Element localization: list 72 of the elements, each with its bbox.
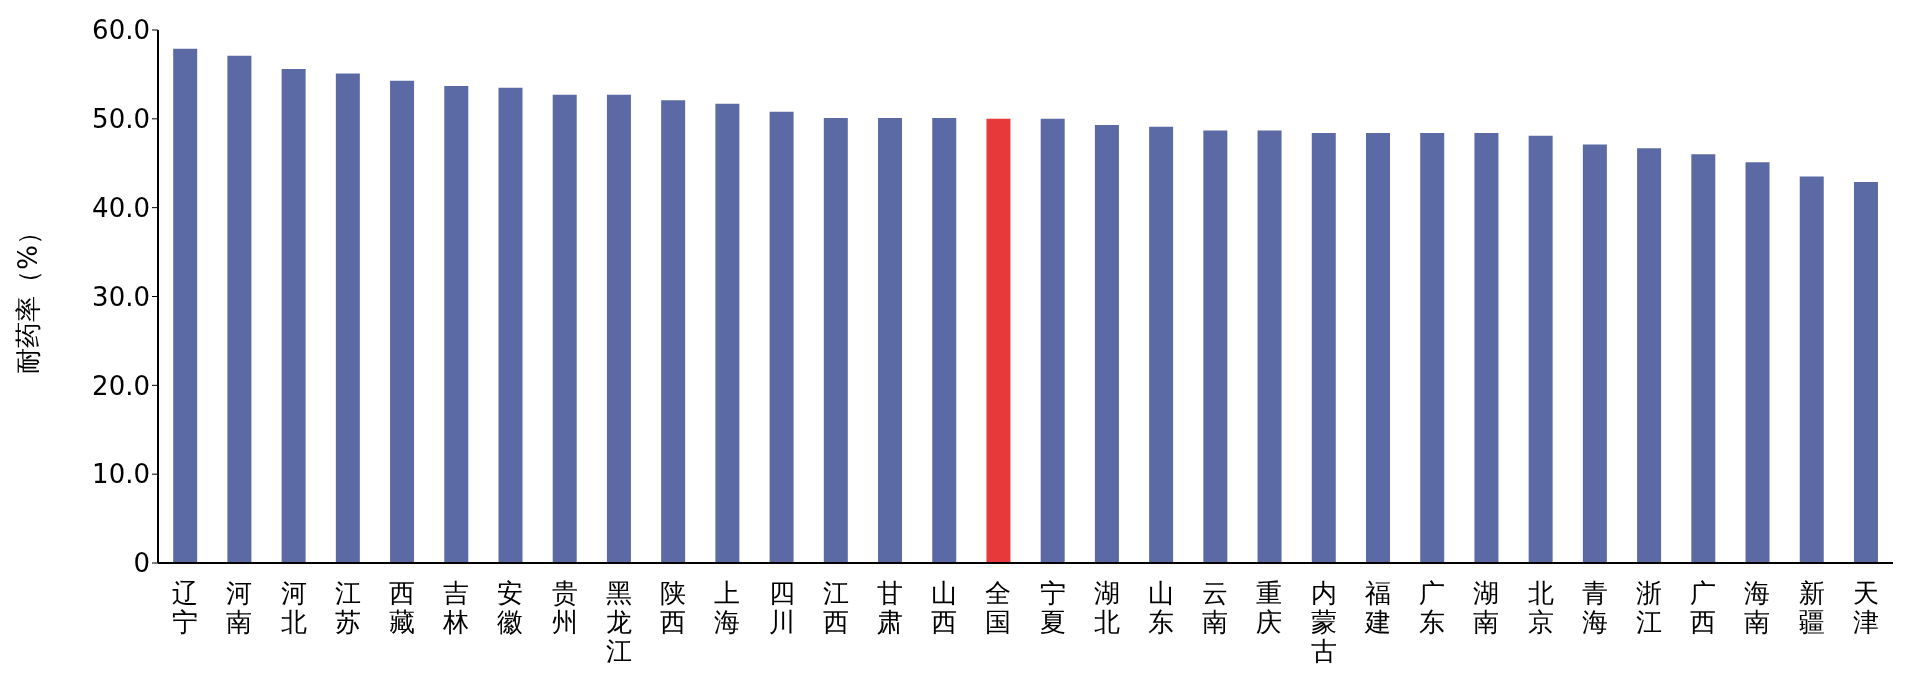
- x-tick-label: 北京: [1527, 578, 1554, 637]
- x-tick-label: 青海: [1581, 578, 1608, 637]
- x-tick-label: 全国: [985, 578, 1012, 637]
- bar: [986, 118, 1011, 563]
- x-tick-label: 四川: [768, 578, 795, 637]
- x-tick-label: 河南: [226, 578, 253, 637]
- bar: [878, 117, 903, 563]
- bar: [227, 55, 252, 563]
- x-tick-label: 湖南: [1473, 578, 1500, 637]
- y-tick-label: 50.0: [92, 104, 150, 135]
- x-tick-label: 内蒙古: [1310, 578, 1337, 666]
- x-tick-label: 浙江: [1636, 578, 1663, 637]
- bar: [444, 85, 469, 563]
- bar: [606, 94, 631, 563]
- x-tick-label: 河北: [280, 578, 307, 637]
- bar: [1582, 144, 1607, 563]
- x-tick-label: 黑龙江: [605, 578, 632, 666]
- bar: [390, 80, 415, 563]
- bar: [1637, 148, 1662, 563]
- bar: [661, 100, 686, 563]
- bar: [1149, 126, 1174, 563]
- bar: [281, 69, 306, 563]
- bar: [552, 94, 577, 563]
- bar: [1040, 118, 1065, 563]
- x-tick-label: 山西: [931, 578, 958, 637]
- x-tick-label: 福建: [1363, 578, 1391, 637]
- x-tick-label: 广西: [1690, 578, 1717, 637]
- bar: [1311, 133, 1336, 563]
- x-tick-label: 甘肃: [876, 578, 903, 637]
- bar: [1203, 130, 1228, 563]
- x-tick-label: 重庆: [1256, 578, 1283, 637]
- x-tick-label: 陕西: [660, 578, 687, 637]
- x-tick-label: 西藏: [388, 578, 415, 637]
- y-tick-label: 30.0: [92, 281, 150, 312]
- x-tick-label: 贵州: [551, 578, 578, 637]
- bar: [1745, 162, 1770, 563]
- bar: [173, 48, 198, 563]
- y-tick-label: 0: [133, 548, 150, 579]
- bar: [335, 73, 360, 563]
- y-axis-title: 耐药率（%）: [13, 219, 44, 374]
- x-tick-label: 海南: [1744, 578, 1771, 637]
- bar: [769, 111, 794, 563]
- x-tick-label: 宁夏: [1039, 578, 1066, 637]
- y-tick-label: 20.0: [92, 370, 150, 401]
- bar: [1420, 133, 1445, 563]
- x-tick-label: 湖北: [1093, 578, 1120, 637]
- x-tick-label: 江苏: [334, 578, 361, 637]
- bar: [1257, 130, 1282, 563]
- x-tick-label: 吉林: [442, 578, 470, 637]
- x-tick-label: 山东: [1148, 578, 1175, 637]
- x-tick-label: 上海: [714, 578, 741, 637]
- x-tick-label: 江西: [822, 578, 849, 637]
- x-tick-label: 广东: [1419, 578, 1446, 637]
- bar: [1365, 133, 1390, 563]
- y-tick-label: 40.0: [92, 192, 150, 223]
- bar: [932, 117, 957, 563]
- y-tick-label: 10.0: [92, 459, 150, 490]
- x-tick-label: 天津: [1852, 578, 1879, 637]
- bar: [1799, 176, 1824, 563]
- bar: [1853, 181, 1878, 563]
- bar: [715, 103, 740, 563]
- x-tick-label: 新疆: [1798, 578, 1825, 637]
- x-tick-label: 辽宁: [172, 578, 199, 637]
- bar: [498, 87, 523, 563]
- bar: [823, 117, 848, 563]
- bar: [1691, 154, 1716, 563]
- x-tick-label: 安徽: [497, 578, 524, 637]
- bar: [1094, 125, 1119, 563]
- bar: [1528, 135, 1553, 563]
- x-tick-label: 云南: [1202, 578, 1229, 637]
- y-tick-label: 60.0: [92, 15, 150, 46]
- bar: [1474, 133, 1499, 563]
